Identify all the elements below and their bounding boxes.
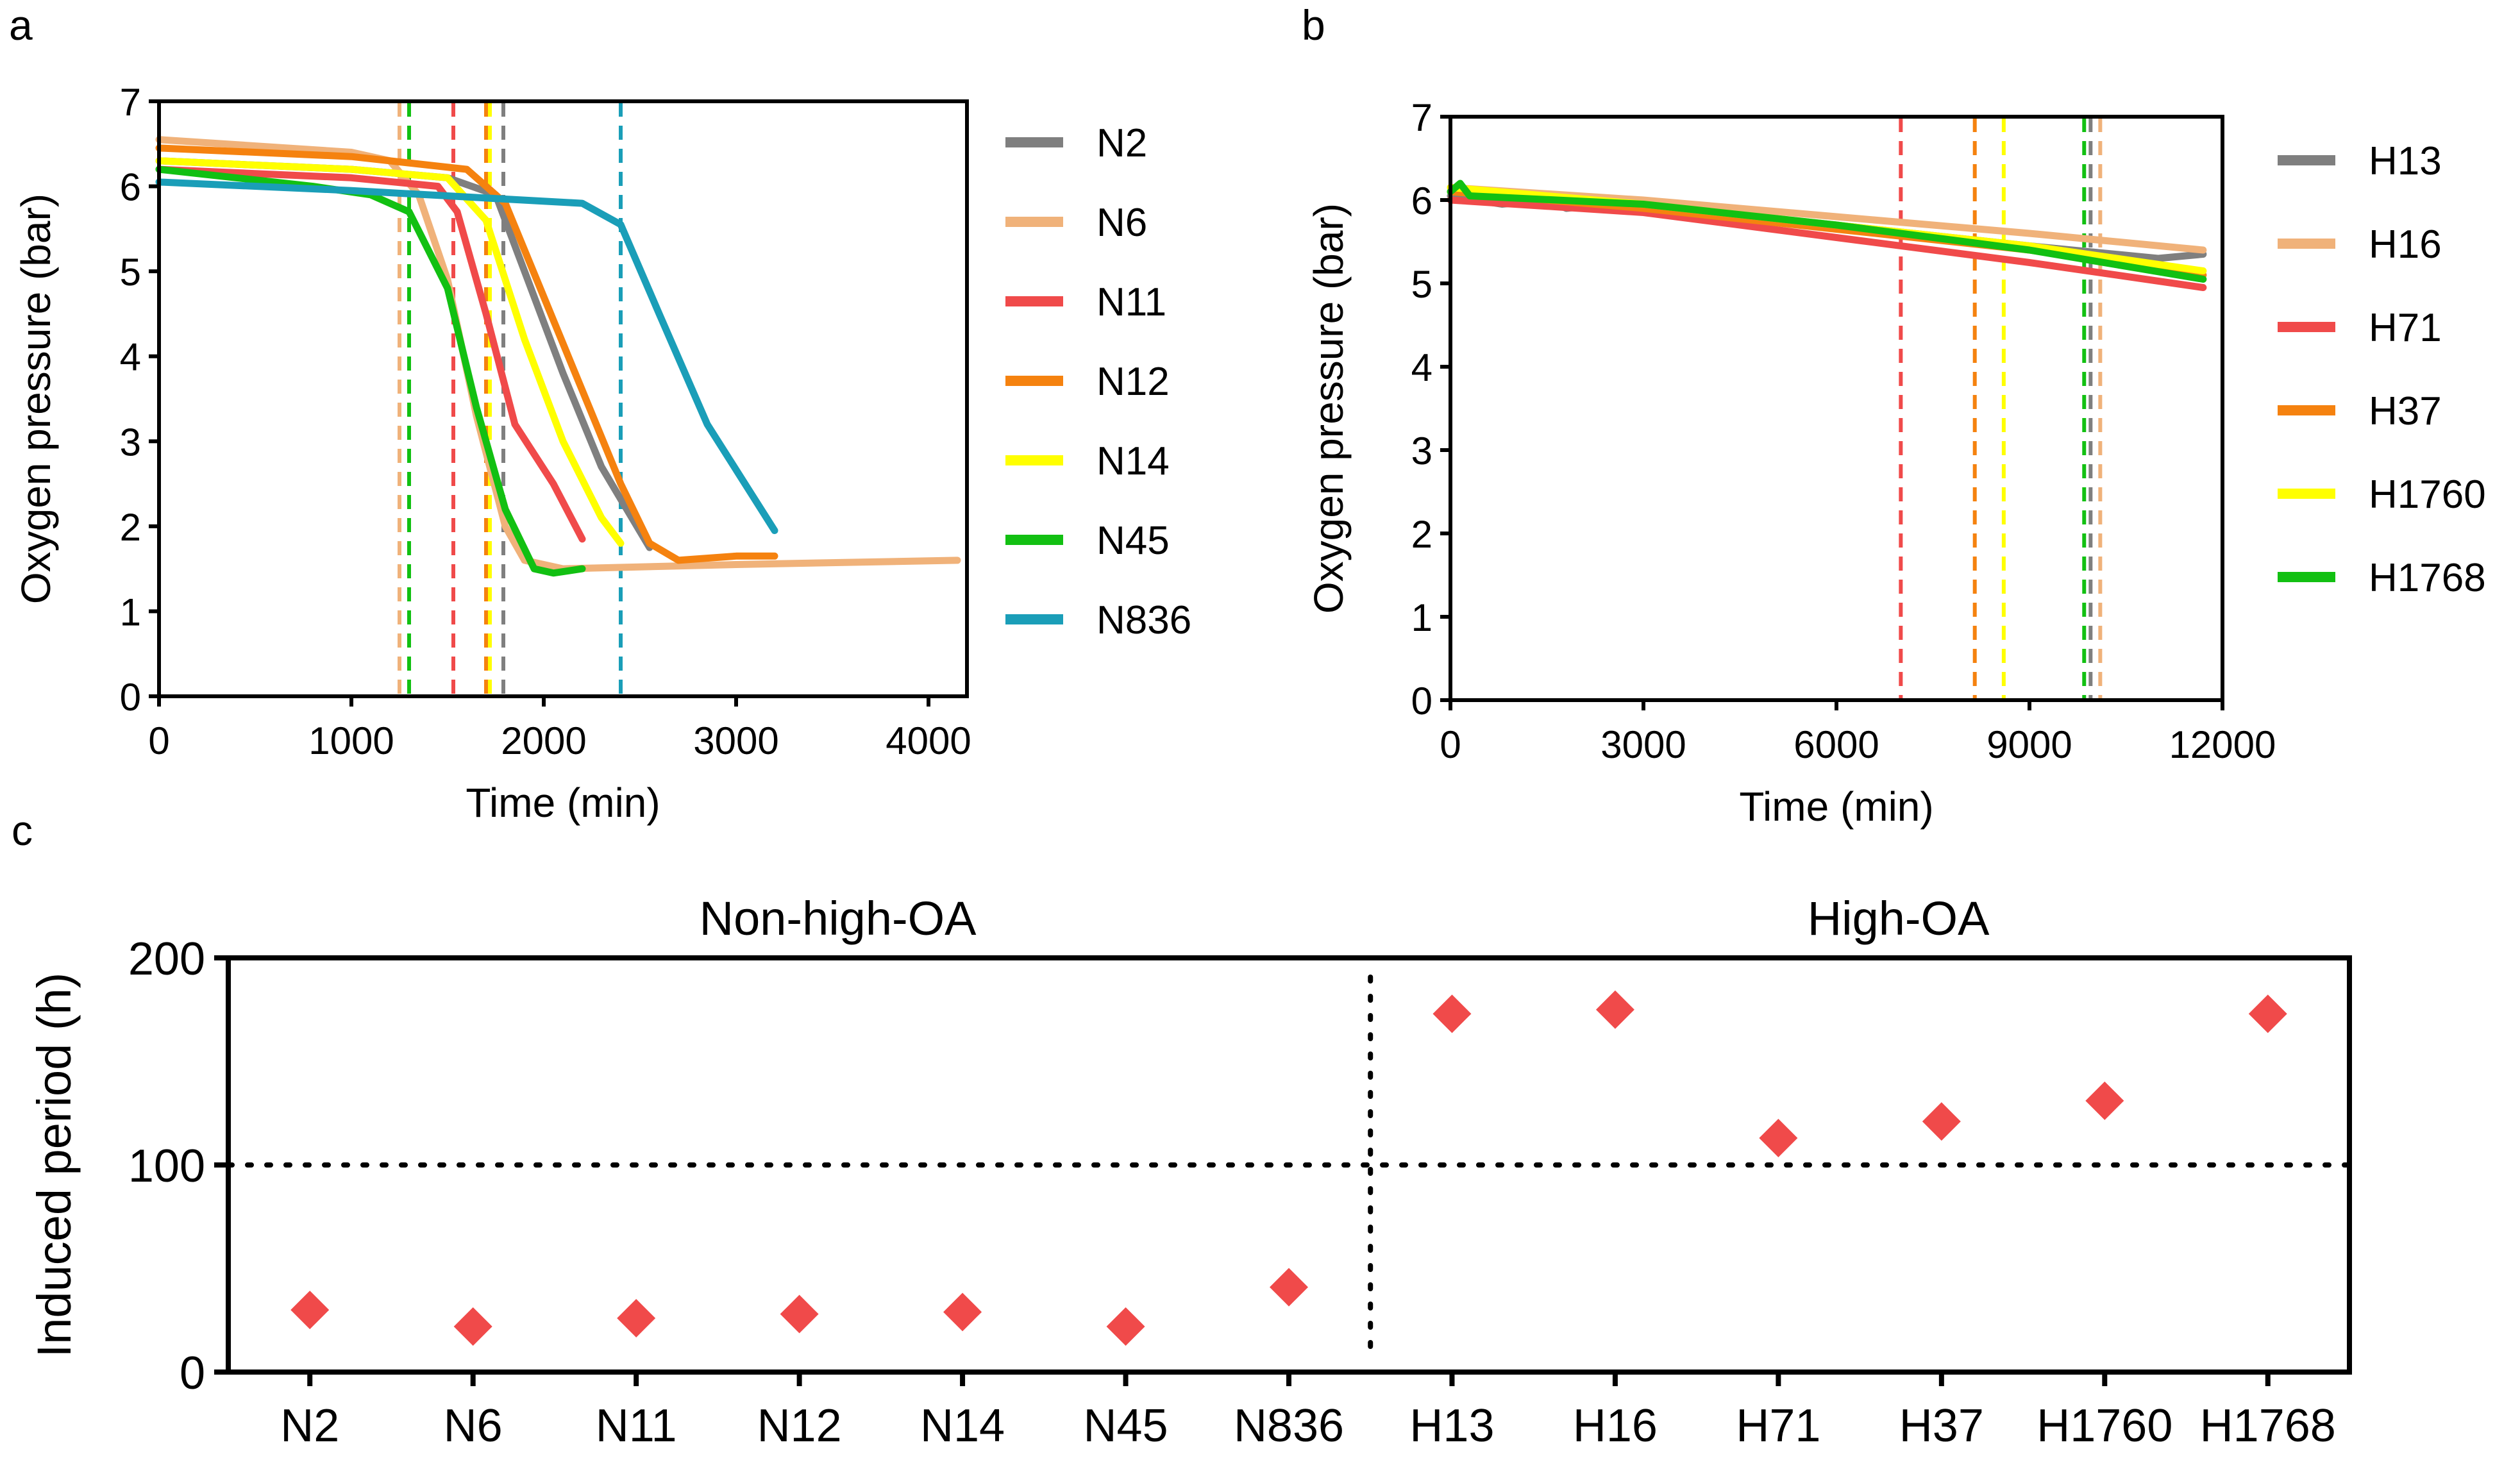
panel-b-ytick-label: 6 <box>1411 180 1432 222</box>
panel-c-point-n45 <box>1106 1307 1145 1346</box>
panel-a-y-axis-title: Oxygen pressure (bar) <box>13 194 59 604</box>
panel-a-x-axis-title: Time (min) <box>466 780 660 826</box>
panel-b-legend-label-h16: H16 <box>2369 222 2442 267</box>
panel-b-ytick-label: 1 <box>1411 596 1432 639</box>
panel-c-xtick-label-h37: H37 <box>1899 1400 1984 1452</box>
panel-b-label: b <box>1302 1 1325 49</box>
panel-b-series-line-h1768 <box>1447 180 2207 283</box>
panel-c-group-label-high-oa: High-OA <box>1808 892 1990 945</box>
panel-b-legend-label-h71: H71 <box>2369 306 2442 350</box>
panel-b-ytick-label: 7 <box>1411 96 1432 139</box>
panel-a-ytick-label: 5 <box>120 251 141 294</box>
panel-a-ytick-label: 7 <box>120 81 141 124</box>
panel-c-point-n836 <box>1270 1268 1308 1307</box>
panel-a-series-line-n836 <box>155 178 778 534</box>
panel-c-xtick-label-h13: H13 <box>1409 1400 1494 1452</box>
panel-c-point-h71 <box>1759 1119 1798 1158</box>
panel-c-xtick-label-n11: N11 <box>596 1400 677 1452</box>
panel-c-xtick-label-n2: N2 <box>280 1400 339 1452</box>
panel-b-xtick-label: 0 <box>1440 723 1461 766</box>
panel-c-point-n12 <box>780 1294 819 1334</box>
panel-a-ytick-label: 2 <box>120 506 141 549</box>
panel-a-legend-label-n6: N6 <box>1096 201 1147 245</box>
panel-c-xtick-label-h16: H16 <box>1573 1400 1658 1452</box>
panel-b-legend-label-h37: H37 <box>2369 389 2442 433</box>
panel-c: c Non-high-OA High-OA 0 100 200 Induced period… <box>12 807 2352 1452</box>
panel-c-xtick-label-n14: N14 <box>920 1400 1005 1452</box>
panel-a-ytick-label: 6 <box>120 166 141 209</box>
panel-b-legend-label-h13: H13 <box>2369 139 2442 183</box>
panel-a-plot-frame <box>157 99 969 698</box>
panel-b-xtick-label: 6000 <box>1793 723 1879 766</box>
panel-a-legend-label-n2: N2 <box>1096 121 1147 165</box>
panel-b-series-line-h71 <box>1447 196 2207 291</box>
panel-a-legend-label-n12: N12 <box>1096 360 1170 404</box>
panel-c-point-n11 <box>617 1299 656 1338</box>
panel-c-ytick-label: 0 <box>180 1348 205 1399</box>
panel-b-xtick-label: 12000 <box>2169 723 2276 766</box>
panel-c-point-h16 <box>1595 990 1634 1029</box>
panel-c-point-h37 <box>1922 1102 1961 1141</box>
panel-c-xtick-label-h1760: H1760 <box>2037 1400 2172 1452</box>
panel-a-xtick-label: 4000 <box>886 719 971 762</box>
panel-c-xtick-label-n45: N45 <box>1083 1400 1168 1452</box>
panel-c-xtick-label-n836: N836 <box>1234 1400 1344 1452</box>
panel-b-legend-label-h1760: H1760 <box>2369 473 2486 517</box>
panel-c-point-n2 <box>290 1291 330 1330</box>
panel-c-point-n6 <box>453 1307 492 1346</box>
panel-b-legend-label-h1768: H1768 <box>2369 556 2486 600</box>
panel-a-xtick-label: 1000 <box>308 719 394 762</box>
panel-a-series-line-n2 <box>155 157 653 551</box>
panel-a-series-line-n14 <box>155 157 625 547</box>
panel-a-ytick-label: 1 <box>120 590 141 633</box>
panel-a-ytick-label: 4 <box>120 336 141 379</box>
panel-c-y-axis-title: Induced period (h) <box>28 973 81 1358</box>
panel-b-xtick-label: 9000 <box>1987 723 2072 766</box>
panel-b: b 0 1 2 3 4 5 6 7 0 3000 6000 9000 12000 Time (min) Oxy… <box>1302 1 2486 830</box>
panel-c-label: c <box>12 807 33 854</box>
panel-a-xtick-label: 3000 <box>693 719 778 762</box>
panel-b-ytick-label: 3 <box>1411 430 1432 473</box>
panel-c-point-h13 <box>1432 994 1472 1034</box>
panel-a-series-line-n12 <box>155 144 778 564</box>
panel-c-xtick-label-n6: N6 <box>444 1400 503 1452</box>
panel-c-group-label-non-high-oa: Non-high-OA <box>700 892 977 945</box>
panel-a-xtick-label: 2000 <box>501 719 586 762</box>
panel-a-label: a <box>9 1 33 49</box>
panel-c-ytick-label: 200 <box>128 934 205 985</box>
panel-b-ytick-label: 5 <box>1411 263 1432 306</box>
panel-c-xtick-label-h1768: H1768 <box>2200 1400 2336 1452</box>
panel-a-ytick-label: 0 <box>120 676 141 719</box>
panel-c-point-n14 <box>943 1293 982 1332</box>
panel-a-series-line-n11 <box>155 165 586 543</box>
panel-a-legend-label-n45: N45 <box>1096 519 1170 563</box>
panel-a-legend-label-n836: N836 <box>1096 598 1191 642</box>
panel-c-ytick-label: 100 <box>128 1141 205 1192</box>
panel-a: a 0 1 2 3 4 5 6 7 0 1000 2000 3000 4000 Time (min) Oxyg… <box>9 1 1191 826</box>
panel-a-legend-label-n11: N11 <box>1096 280 1166 324</box>
panel-c-xtick-label-n12: N12 <box>757 1400 842 1452</box>
panel-a-xtick-label: 0 <box>148 719 169 762</box>
panel-b-y-axis-title: Oxygen pressure (bar) <box>1306 203 1352 614</box>
panel-c-xtick-label-h71: H71 <box>1736 1400 1820 1452</box>
panel-c-point-h1760 <box>2085 1081 2124 1120</box>
panel-a-ytick-label: 3 <box>120 421 141 464</box>
panel-a-legend-label-n14: N14 <box>1096 439 1170 483</box>
panel-b-ytick-label: 2 <box>1411 513 1432 556</box>
panel-b-x-axis-title: Time (min) <box>1739 783 1933 830</box>
panel-c-point-h1768 <box>2248 994 2287 1034</box>
panel-b-ytick-label: 4 <box>1411 346 1432 389</box>
panel-b-ytick-label: 0 <box>1411 680 1432 723</box>
panel-b-xtick-label: 3000 <box>1600 723 1686 766</box>
